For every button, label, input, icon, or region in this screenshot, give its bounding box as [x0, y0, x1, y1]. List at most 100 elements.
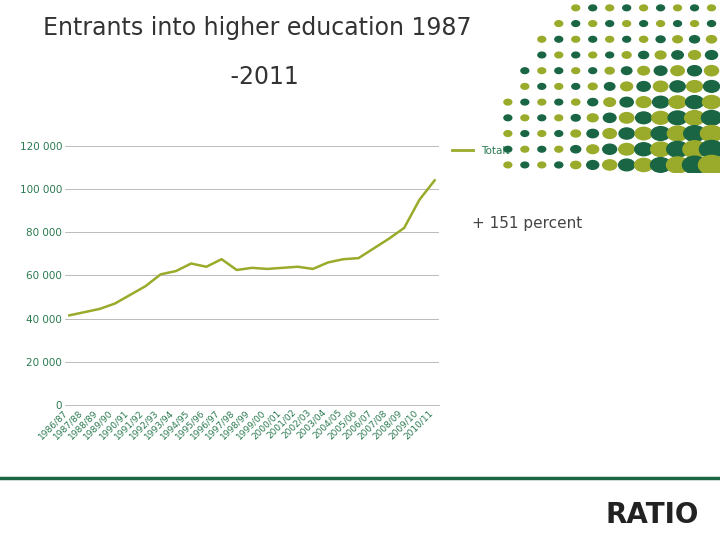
Circle shape — [572, 99, 580, 105]
Circle shape — [555, 131, 563, 137]
Circle shape — [672, 51, 683, 59]
Circle shape — [708, 21, 716, 26]
Circle shape — [685, 96, 703, 109]
Circle shape — [588, 114, 598, 122]
Circle shape — [538, 146, 546, 152]
Circle shape — [587, 145, 598, 153]
Circle shape — [708, 5, 716, 11]
Circle shape — [604, 98, 616, 106]
Circle shape — [651, 158, 670, 172]
Circle shape — [606, 5, 613, 11]
Text: -2011: -2011 — [43, 65, 299, 89]
Circle shape — [605, 68, 614, 74]
Circle shape — [571, 146, 581, 153]
Circle shape — [572, 68, 580, 73]
Circle shape — [538, 68, 546, 73]
Circle shape — [587, 160, 599, 170]
Circle shape — [587, 130, 598, 138]
Circle shape — [706, 51, 718, 59]
Text: Entrants into higher education 1987: Entrants into higher education 1987 — [43, 16, 472, 40]
Circle shape — [654, 66, 667, 75]
Circle shape — [619, 128, 634, 139]
Circle shape — [690, 5, 698, 11]
Circle shape — [667, 157, 688, 173]
Circle shape — [603, 113, 616, 123]
Circle shape — [571, 130, 580, 137]
Circle shape — [538, 99, 546, 105]
Circle shape — [670, 81, 685, 92]
Circle shape — [521, 131, 528, 137]
Circle shape — [653, 81, 668, 92]
Circle shape — [683, 156, 706, 174]
Circle shape — [521, 115, 528, 120]
Circle shape — [605, 83, 615, 90]
Circle shape — [655, 51, 666, 59]
Circle shape — [589, 5, 597, 11]
Circle shape — [674, 5, 682, 11]
Circle shape — [636, 112, 652, 124]
Circle shape — [588, 83, 597, 90]
Text: + 151 percent: + 151 percent — [472, 216, 582, 231]
Circle shape — [690, 21, 698, 26]
Circle shape — [555, 84, 563, 89]
Circle shape — [672, 36, 683, 43]
Circle shape — [572, 52, 580, 58]
Circle shape — [635, 127, 652, 140]
Circle shape — [652, 111, 670, 124]
Circle shape — [521, 146, 528, 152]
Circle shape — [555, 21, 563, 26]
Circle shape — [504, 115, 512, 120]
Circle shape — [571, 114, 580, 121]
Circle shape — [639, 21, 647, 26]
Circle shape — [589, 36, 597, 42]
Circle shape — [555, 146, 563, 152]
Circle shape — [667, 141, 688, 157]
Circle shape — [538, 131, 546, 137]
Circle shape — [555, 99, 563, 105]
Circle shape — [699, 140, 720, 158]
Circle shape — [688, 51, 701, 59]
Circle shape — [639, 36, 648, 42]
Circle shape — [706, 36, 716, 43]
Circle shape — [651, 127, 670, 140]
Circle shape — [572, 84, 580, 89]
Circle shape — [621, 67, 632, 75]
Circle shape — [703, 96, 720, 109]
Circle shape — [638, 66, 649, 75]
Circle shape — [555, 68, 563, 73]
Circle shape — [639, 51, 649, 59]
Legend: Totalt: Totalt — [452, 146, 510, 156]
Circle shape — [521, 99, 528, 105]
Circle shape — [619, 112, 634, 123]
Circle shape — [606, 21, 613, 26]
Text: RATIO: RATIO — [605, 501, 698, 529]
Circle shape — [555, 115, 563, 120]
Circle shape — [504, 146, 512, 152]
Circle shape — [667, 126, 688, 141]
Circle shape — [635, 143, 652, 156]
Circle shape — [571, 161, 581, 168]
Circle shape — [521, 162, 528, 168]
Circle shape — [683, 141, 706, 158]
Circle shape — [668, 111, 687, 125]
Circle shape — [572, 21, 580, 26]
Circle shape — [618, 144, 634, 155]
Circle shape — [589, 21, 597, 26]
Circle shape — [674, 21, 682, 26]
Circle shape — [504, 162, 512, 168]
Circle shape — [634, 158, 652, 172]
Circle shape — [671, 66, 684, 76]
Circle shape — [572, 5, 580, 11]
Circle shape — [554, 162, 563, 168]
Circle shape — [538, 52, 546, 58]
Circle shape — [622, 52, 631, 58]
Circle shape — [603, 160, 617, 170]
Circle shape — [690, 36, 700, 43]
Circle shape — [623, 21, 631, 26]
Circle shape — [639, 5, 647, 11]
Circle shape — [701, 125, 720, 141]
Circle shape — [651, 142, 670, 157]
Circle shape — [589, 52, 597, 58]
Circle shape — [623, 36, 631, 42]
Circle shape — [538, 84, 546, 89]
